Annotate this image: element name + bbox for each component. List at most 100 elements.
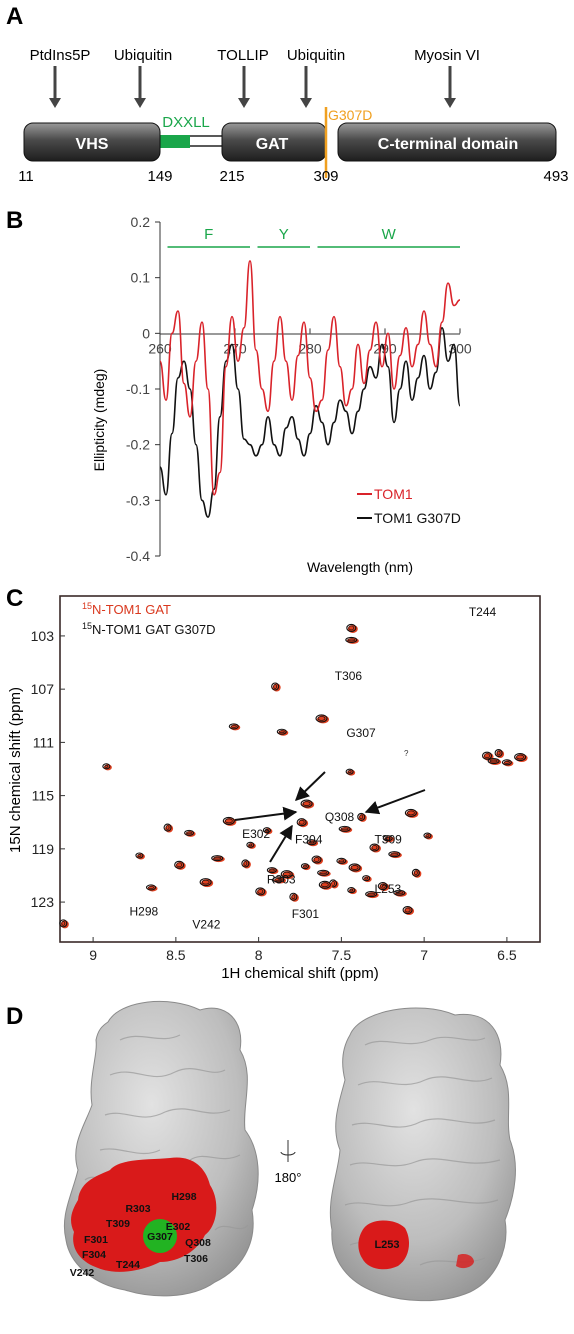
hsqc-peak-mut-inner	[104, 764, 109, 768]
surface-right: L253	[329, 1007, 516, 1302]
hsqc-peak-mut	[411, 868, 420, 877]
arrow-head-2	[134, 98, 146, 108]
legend-label-tom1: TOM1	[374, 486, 413, 502]
hsqc-peak-mut-inner	[347, 770, 352, 774]
hsqc-peak-mut	[184, 829, 195, 836]
hsqc-y-tick-label: 111	[33, 734, 54, 750]
hsqc-peak-mut	[199, 878, 212, 887]
dxxll-motif-label: DXXLL	[162, 114, 210, 131]
cd-y-tick-label: -0.4	[126, 548, 150, 564]
hsqc-peak-mut	[377, 882, 388, 891]
hsqc-peak-mut-inner	[137, 854, 142, 857]
arrow-t309	[364, 789, 426, 815]
hsqc-peak-mut-inner	[340, 827, 349, 831]
hsqc-peak-mut	[369, 843, 380, 852]
cd-y-tick-label: -0.2	[126, 437, 150, 453]
hsqc-frame	[59, 595, 541, 943]
hsqc-peak-mut-inner	[350, 865, 359, 870]
arrow-head-3	[238, 98, 250, 108]
hsqc-peak-mut-inner	[230, 725, 237, 728]
hsqc-peak-mut	[311, 855, 322, 864]
panel-b-letter: B	[6, 207, 23, 234]
hsqc-peak-mut	[289, 892, 298, 901]
surface-label-t244: T244	[116, 1259, 140, 1271]
hsqc-peak-mut	[135, 852, 144, 859]
hsqc-peak-mut-inner	[308, 840, 315, 844]
hsqc-peak-mut	[345, 768, 354, 775]
legend-mut-text: N-TOM1 GAT G307D	[92, 622, 216, 637]
hsqc-peak-mut	[280, 870, 293, 879]
hsqc-peak-label: T306	[335, 669, 363, 683]
cd-y-tick-label: -0.1	[126, 381, 150, 397]
hsqc-peak-mut-inner	[331, 881, 335, 886]
hsqc-peak-mut	[211, 855, 224, 862]
hsqc-x-tick-label: 8	[255, 947, 263, 963]
cd-lines	[159, 260, 461, 518]
hsqc-question-mark: ?	[404, 749, 409, 758]
hsqc-peak-mut-inner	[274, 878, 283, 881]
hsqc-peak-mut-inner	[298, 819, 305, 825]
panel-b: B Ellipticity (mdeg) Wavelength (nm) 0.2…	[6, 207, 472, 575]
hsqc-peak-mut	[382, 835, 393, 842]
hsqc-peak-mut-inner	[269, 868, 275, 872]
hsqc-peak-mut	[487, 757, 500, 765]
hsqc-peak-mut	[347, 887, 356, 894]
cd-series-line	[159, 260, 461, 496]
hsqc-peak-mut-inner	[384, 836, 391, 840]
rotation-label: 180°	[275, 1170, 302, 1185]
hsqc-peak-mut	[246, 841, 255, 848]
hsqc-peak-mut	[266, 867, 277, 874]
hsqc-peak-mut	[317, 869, 330, 876]
hsqc-labels: T244 T306 G307 Q308 T309 E302 F304 R303 L253 F301…	[130, 605, 497, 932]
hsqc-peak-mut	[494, 748, 503, 758]
hsqc-x-tick-label: 9	[89, 947, 97, 963]
hsqc-peak-mut-inner	[407, 810, 415, 816]
hsqc-peak-label: T244	[469, 605, 497, 619]
hsqc-peak-label: E302	[242, 827, 270, 841]
hsqc-peak-mut	[59, 919, 68, 928]
surface-right-shape	[329, 1007, 516, 1302]
hsqc-peak-mut-inner	[347, 638, 356, 642]
surface-label-f301: F301	[84, 1234, 108, 1246]
hsqc-peaks	[59, 623, 528, 929]
hsqc-y-ticks: 103 107 111 115 119 123	[31, 628, 65, 910]
hsqc-peak-mut-inner	[165, 825, 170, 830]
hsqc-peak-label: F301	[292, 907, 320, 921]
arrow-head-5	[444, 98, 456, 108]
hsqc-x-tick-label: 7	[420, 947, 428, 963]
surface-label-t306: T306	[184, 1253, 208, 1265]
cd-region-label: W	[382, 226, 397, 243]
hsqc-peak-label: R303	[267, 872, 296, 886]
rotation-arc-icon	[280, 1151, 296, 1156]
panel-d-letter: D	[6, 1003, 23, 1030]
hsqc-peak-mut	[241, 859, 250, 868]
surface-left-labels: H298 R303 T309 E302 F301 Q308 F304 G307 T306 V242…	[70, 1191, 211, 1279]
hsqc-peak-mut-inner	[414, 870, 418, 876]
hsqc-peak-mut-inner	[395, 891, 404, 895]
hsqc-peak-mut-inner	[186, 831, 192, 835]
hsqc-peak-mut-inner	[291, 894, 296, 900]
hsqc-peak-mut-inner	[273, 684, 278, 689]
hsqc-peak-mut	[365, 891, 378, 898]
surface-label-l253: L253	[374, 1239, 399, 1251]
hsqc-peak-mut	[300, 863, 310, 870]
hsqc-peak-mut-inner	[504, 760, 510, 764]
domain-vhs	[23, 122, 161, 162]
hsqc-peak-mut-inner	[248, 843, 253, 847]
hsqc-peak-mut-inner	[516, 754, 524, 760]
legend-wt: 15N-TOM1 GAT	[82, 601, 171, 617]
hsqc-peak-mut	[501, 759, 512, 766]
panel-a: A PtdIns5P Ubiquitin TOLLIP Ubiquitin My…	[6, 3, 569, 185]
hsqc-peak-mut-inner	[61, 921, 66, 926]
arrow-f301	[269, 824, 293, 863]
hsqc-peak-label: H298	[130, 904, 159, 918]
hsqc-peak-mut	[388, 851, 401, 858]
hsqc-peak-mut	[296, 818, 307, 827]
panel-a-letter: A	[6, 3, 23, 30]
hsqc-peak-mut	[163, 823, 172, 832]
hsqc-peak-mut	[345, 636, 358, 643]
arrow-head-1	[49, 98, 61, 108]
domain-c-terminal	[337, 122, 557, 162]
hsqc-peak-mut-inner	[425, 834, 430, 837]
